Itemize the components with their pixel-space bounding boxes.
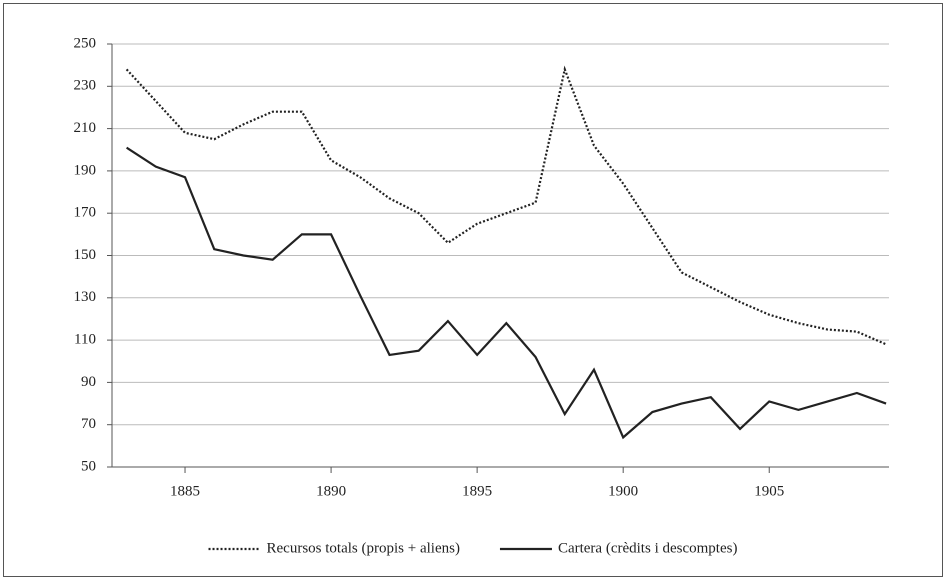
x-tick-label: 1890 [316,483,346,499]
y-tick-label: 190 [74,162,97,178]
y-tick-label: 50 [81,458,96,474]
y-tick-label: 130 [74,289,97,305]
x-tick-label: 1900 [608,483,638,499]
y-tick-label: 90 [81,374,96,390]
legend-label: Cartera (crèdits i descomptes) [558,540,738,556]
y-tick-label: 170 [74,205,97,221]
x-tick-label: 1885 [170,483,200,499]
series-line [126,146,887,440]
y-tick-label: 70 [81,416,96,432]
legend-label: Recursos totals (propis + aliens) [267,540,460,556]
x-tick-label: 1905 [754,483,784,499]
y-tick-label: 110 [74,332,96,348]
y-tick-label: 250 [74,35,97,51]
y-tick-label: 150 [74,247,97,263]
chart-border [3,3,943,577]
y-tick-label: 210 [74,120,97,136]
y-tick-label: 230 [74,78,97,94]
x-tick-label: 1895 [462,483,492,499]
series-line [125,65,887,346]
